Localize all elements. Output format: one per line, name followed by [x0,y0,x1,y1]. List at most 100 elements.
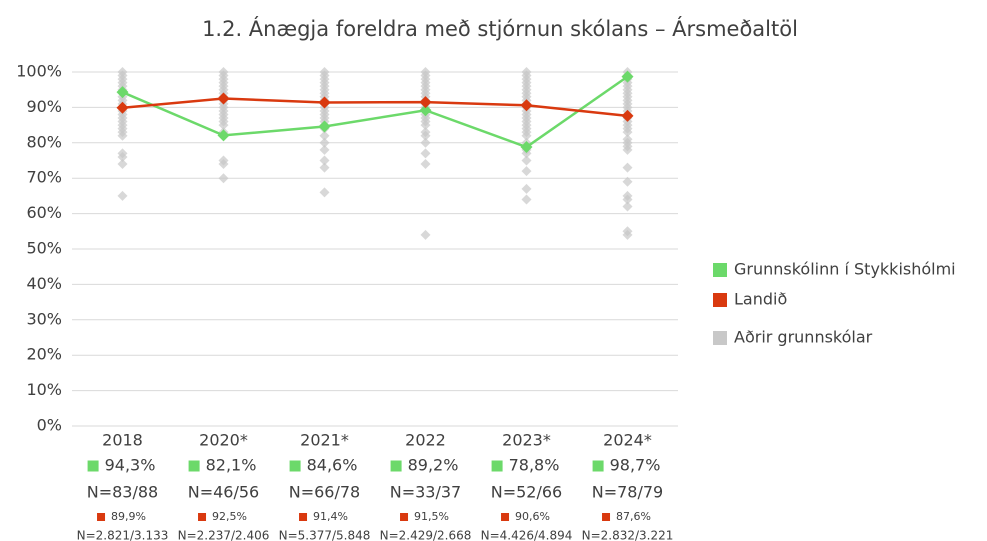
x-tick-label: 2023* [502,431,551,450]
value-label: 92,5% [212,510,247,523]
scatter-point [521,148,532,159]
value-label-swatch [289,460,301,472]
value-label-swatch [602,513,611,521]
scatter-point [622,229,633,240]
value-label: 91,4% [313,510,348,523]
scatter-point [117,151,128,162]
value-label: 84,6% [307,456,358,475]
n-label: N=2.237/2.406 [178,529,270,541]
n-label: N=4.426/4.894 [481,529,573,541]
value-label: 94,3% [105,456,156,475]
marker [520,141,533,154]
line [122,97,628,118]
value-label: 98,7% [610,456,661,475]
marker [419,104,432,117]
scatter-point [420,137,431,148]
value-label: 89,9% [111,510,146,523]
marker [116,101,129,114]
value-label-swatch [592,460,604,472]
scatter-point [622,194,633,205]
value-label-swatch [97,513,106,521]
value-label-swatch [501,513,510,521]
y-tick-label: 0% [37,416,62,435]
y-tick-label: 90% [26,97,62,116]
marker [419,96,432,109]
legend-swatch [713,293,727,307]
scatter-point [521,130,532,141]
marker [217,129,230,142]
scatter-point [420,120,431,131]
legend-swatch [713,263,727,277]
chart-title: 1.2. Ánægja foreldra með stjórnun skólan… [202,16,798,41]
n-label: N=66/78 [289,483,360,502]
y-tick-label: 10% [26,380,62,399]
y-tick-label: 50% [26,239,62,258]
value-label: 82,1% [206,456,257,475]
n-label: N=52/66 [491,483,562,502]
value-label: 90,6% [515,510,550,523]
scatter-point [117,190,128,201]
value-label-swatch [188,460,200,472]
scatter-point [622,127,633,138]
value-label: 89,2% [408,456,459,475]
y-tick-label: 30% [26,309,62,328]
n-label: N=83/88 [87,483,158,502]
value-label-swatch [390,460,402,472]
scatter-point [319,144,330,155]
n-label: N=2.429/2.668 [380,529,472,541]
value-label-swatch [400,513,409,521]
scatter-point [521,166,532,177]
value-label-swatch [299,513,308,521]
marker [116,86,129,99]
value-label: 87,6% [616,510,651,523]
marker [621,109,634,122]
legend-label: Grunnskólinn í Stykkishólmi [734,260,956,279]
scatter-point [319,155,330,166]
x-tick-label: 2022 [405,431,446,450]
scatter-point [420,229,431,240]
y-tick-label: 70% [26,168,62,187]
n-label: N=2.832/3.221 [582,529,674,541]
x-tick-label: 2021* [300,431,349,450]
scatter-point [420,130,431,141]
n-label: N=46/56 [188,483,259,502]
scatter-point [319,130,330,141]
scatter-point [622,201,633,212]
scatter-point [521,155,532,166]
legend-label: Landið [734,290,787,309]
scatter-point [218,120,229,131]
marker [217,92,230,105]
scatter-point [622,162,633,173]
n-label: N=2.821/3.133 [77,529,169,541]
line [122,75,629,149]
marker [318,120,331,133]
scatter-point [521,194,532,205]
scatter-point [622,176,633,187]
scatter-point [420,159,431,170]
y-tick-label: 20% [26,345,62,364]
value-label-swatch [198,513,207,521]
y-tick-label: 60% [26,203,62,222]
y-tick-label: 80% [26,132,62,151]
scatter-point [420,148,431,159]
legend-label: Aðrir grunnskólar [734,328,873,347]
scatter-point [319,137,330,148]
value-label-swatch [87,460,99,472]
scatter-point [117,130,128,141]
marker [318,96,331,109]
scatter-point [622,144,633,155]
scatter-point [521,183,532,194]
scatter-point [218,159,229,170]
legend-swatch [713,331,727,345]
value-label: 78,8% [509,456,560,475]
n-label: N=78/79 [592,483,663,502]
x-tick-label: 2020* [199,431,248,450]
y-tick-label: 40% [26,274,62,293]
n-label: N=5.377/5.848 [279,529,371,541]
value-label: 91,5% [414,510,449,523]
n-label: N=33/37 [390,483,461,502]
marker [520,99,533,112]
x-tick-label: 2018 [102,431,143,450]
scatter-point [218,173,229,184]
